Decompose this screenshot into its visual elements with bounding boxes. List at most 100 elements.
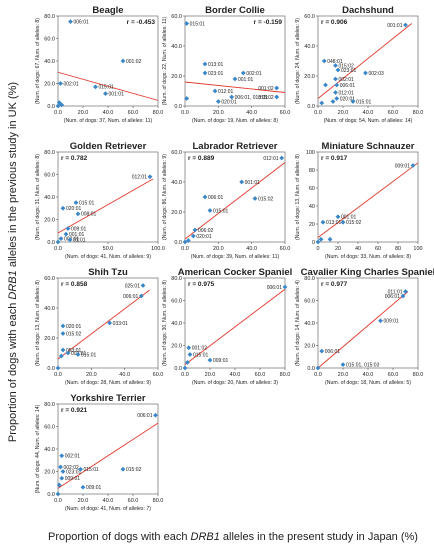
r-value: r = 0.858 xyxy=(61,281,88,288)
data-point xyxy=(185,359,190,365)
point-label: 001:01 xyxy=(109,91,125,97)
figure-x-label: Proportion of dogs with each DRB1 allele… xyxy=(48,531,418,543)
x-tick-label: 60.0 xyxy=(128,498,139,504)
y-axis-label: (Num. of dogs: 24, Num. of alleles: 9) xyxy=(295,18,301,104)
panel-labrador-retriever: Labrador Retriever 0.0 20.0 40.0 60.0 0.0 20.0… xyxy=(162,141,290,260)
point-label: 012:01 xyxy=(263,156,279,162)
plot-frame xyxy=(57,277,159,369)
point-label: 006:01 xyxy=(137,413,153,419)
point-label: 001:02 xyxy=(192,346,208,352)
data-point xyxy=(60,205,66,211)
plot-frame xyxy=(184,15,286,107)
x-tick-label: 0.0 xyxy=(314,110,322,116)
data-point xyxy=(59,102,65,108)
y-tick-label: 80.0 xyxy=(44,150,55,156)
x-tick-label: 20.0 xyxy=(205,372,216,378)
point-label: 015:02 xyxy=(258,196,274,202)
point-label: 002:03 xyxy=(369,71,385,77)
point-label: 006:01 xyxy=(208,195,224,201)
point-label: 025:01 xyxy=(125,283,141,289)
point-label: 006:01 xyxy=(385,294,401,300)
panel-title: Golden Retriever xyxy=(70,141,147,152)
data-point xyxy=(315,239,321,245)
regression-line xyxy=(184,288,286,365)
y-tick-label: 40.0 xyxy=(171,180,182,186)
point-label: 009:01 xyxy=(213,358,229,364)
y-tick-label: 20.0 xyxy=(44,470,55,476)
data-point xyxy=(335,214,341,220)
data-point xyxy=(363,70,368,76)
data-point xyxy=(335,67,341,73)
data-point xyxy=(138,293,144,299)
panel-title: Miniature Schnauzer xyxy=(322,141,415,152)
y-tick-label: 20.0 xyxy=(171,344,182,350)
data-point xyxy=(333,63,338,68)
point-label: 009:01 xyxy=(384,319,400,325)
y-tick-label: 40 xyxy=(309,204,315,210)
data-point xyxy=(93,84,98,90)
x-tick-label: 40.0 xyxy=(103,110,114,116)
point-label: 015:01 xyxy=(99,85,115,91)
point-label: 020:01 xyxy=(340,96,356,102)
data-point xyxy=(107,320,113,326)
x-axis-label: (Num. of dogs: 19, Num. of alleles: 8) xyxy=(192,118,278,124)
point-label: 020:01 xyxy=(221,99,237,105)
point-label: 023:01 xyxy=(341,68,357,74)
y-tick-label: 0.0 xyxy=(174,366,182,372)
x-tick-label: 20.0 xyxy=(338,110,349,116)
point-label: 006:01 xyxy=(325,349,341,355)
y-axis-label: (Num. of dogs: 13, Num. of alleles: 8) xyxy=(35,280,41,366)
y-tick-label: 0.0 xyxy=(47,104,55,110)
x-tick-label: 0.0 xyxy=(181,246,189,252)
regression-line xyxy=(184,81,286,93)
data-point xyxy=(340,219,346,225)
x-tick-label: 60 xyxy=(375,246,381,252)
x-tick-label: 40.0 xyxy=(230,372,241,378)
point-label: 009:01 xyxy=(71,226,87,232)
data-point xyxy=(318,236,324,242)
point-label: 001:01 xyxy=(245,180,261,186)
r-value: r = 0.977 xyxy=(321,281,348,288)
y-tick-label: 80 xyxy=(309,168,315,174)
data-point xyxy=(350,99,356,104)
data-point xyxy=(202,194,208,200)
y-tick-label: 80.0 xyxy=(44,402,55,408)
point-label: 001:01 xyxy=(341,215,357,221)
y-tick-label: 60.0 xyxy=(44,276,55,282)
y-tick-label: 60.0 xyxy=(171,299,182,305)
data-point xyxy=(55,103,61,109)
x-tick-label: 60.0 xyxy=(153,372,164,378)
data-point xyxy=(190,233,196,239)
data-point xyxy=(56,482,62,488)
regression-line xyxy=(184,162,286,240)
regression-line xyxy=(317,291,409,369)
x-axis-label: (Num. of dogs: 41, Num. of alleles: 7) xyxy=(65,506,151,512)
data-point xyxy=(75,211,81,217)
point-label: 012:01 xyxy=(218,89,234,95)
data-point xyxy=(187,352,193,357)
y-tick-label: 60.0 xyxy=(44,37,55,43)
y-axis-label: (Num. of dogs: 31, Num. of alleles: 8) xyxy=(35,154,41,240)
data-point xyxy=(153,412,158,418)
data-point xyxy=(182,239,188,245)
y-tick-label: 40.0 xyxy=(171,44,182,50)
data-point xyxy=(67,237,73,243)
panel-title: Dachshund xyxy=(342,5,394,16)
data-point xyxy=(184,96,190,101)
x-tick-label: 40 xyxy=(355,246,361,252)
data-point xyxy=(184,21,190,26)
data-point xyxy=(140,283,146,288)
point-label: 015:02 xyxy=(339,63,355,69)
x-tick-label: 40.0 xyxy=(246,110,257,116)
y-tick-label: 80.0 xyxy=(171,276,182,282)
point-label: 013:01 xyxy=(326,220,342,226)
panel-cavalier-king-charles-spaniel: Cavalier King Charles Spaniel 0.0 20.0 40.0… xyxy=(295,267,434,386)
data-point xyxy=(65,350,71,356)
panel-title: Cavalier King Charles Spaniel xyxy=(301,267,434,278)
y-tick-label: 40.0 xyxy=(44,195,55,201)
data-point xyxy=(55,491,61,497)
r-value: r = 0.975 xyxy=(188,281,215,288)
data-point xyxy=(340,362,346,368)
x-tick-label: 40.0 xyxy=(119,372,130,378)
point-label: 013:01 xyxy=(208,62,224,68)
